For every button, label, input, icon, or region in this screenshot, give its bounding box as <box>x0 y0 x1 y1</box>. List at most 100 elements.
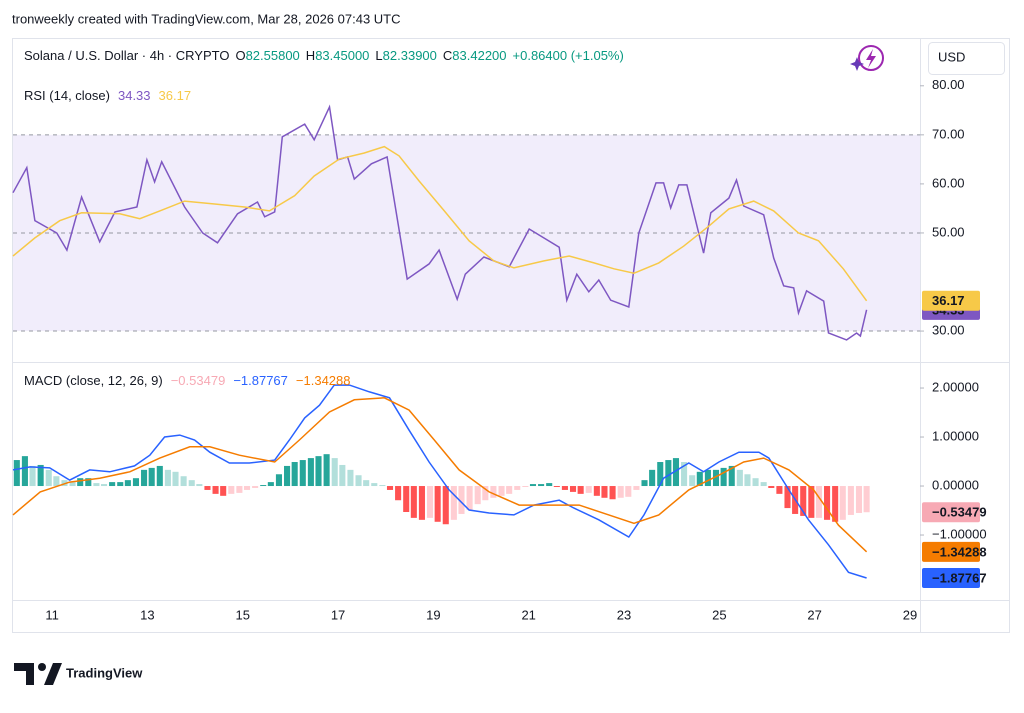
series-line <box>12 384 867 579</box>
histogram-bar <box>824 486 831 520</box>
histogram-bar <box>832 486 839 522</box>
histogram-bar <box>236 486 243 493</box>
replay-icon[interactable] <box>850 45 884 71</box>
histogram-bar <box>529 484 537 487</box>
histogram-bar <box>180 476 187 487</box>
histogram-bar <box>260 485 267 487</box>
pane-title: MACD (close, 12, 26, 9) <box>24 373 163 388</box>
legend-value: −1.87767 <box>233 373 288 388</box>
histogram-bar <box>839 486 846 520</box>
histogram-bar <box>855 486 863 513</box>
histogram-bar <box>752 478 759 487</box>
brand-logo <box>14 663 62 685</box>
histogram-bar <box>760 482 767 487</box>
histogram-bar <box>712 469 720 487</box>
x-tick-label: 19 <box>426 607 440 622</box>
histogram-bar <box>458 486 465 514</box>
price-badge <box>922 290 980 311</box>
histogram-bar <box>148 467 155 487</box>
histogram-bar <box>275 474 282 487</box>
x-tick-label: 23 <box>617 607 631 622</box>
currency: USD <box>938 49 965 64</box>
histogram-bar <box>815 486 822 518</box>
y-tick-label: 80.00 <box>932 77 965 92</box>
pane-legend: MACD (close, 12, 26, 9) −0.53479 −1.87767−… <box>24 373 351 388</box>
icon-bolt <box>866 49 876 68</box>
histogram-bar <box>323 454 330 487</box>
histogram-bar <box>418 486 425 520</box>
histogram-bar <box>307 458 314 487</box>
histogram-bar <box>117 482 124 487</box>
histogram-bar <box>379 485 386 487</box>
legend-value: −1.34288 <box>296 373 351 388</box>
histogram-bar <box>93 483 100 487</box>
y-tick-label: 50.00 <box>932 224 965 239</box>
histogram-bar <box>649 469 656 487</box>
histogram-bar <box>204 486 211 490</box>
histogram-bar <box>720 467 727 487</box>
histogram-bar <box>522 486 529 488</box>
histogram-bar <box>212 486 219 494</box>
histogram-bar <box>736 469 743 487</box>
histogram-bar <box>498 486 505 496</box>
x-tick-label: 29 <box>903 607 917 622</box>
histogram-bar <box>196 484 203 487</box>
histogram-bar <box>410 486 417 518</box>
histogram-bar <box>768 486 775 488</box>
currency-button[interactable] <box>928 42 1005 75</box>
y-tick-label: 0.00000 <box>932 477 979 492</box>
histogram-bar <box>808 486 815 518</box>
histogram-bar <box>109 482 116 487</box>
histogram-bar <box>13 460 20 487</box>
y-tick-label: 1.00000 <box>932 428 979 443</box>
histogram-bar <box>569 486 577 492</box>
histogram-bar <box>728 465 735 487</box>
histogram-bar <box>188 480 195 487</box>
histogram-bar <box>386 486 394 490</box>
price-badge-label: −1.34288 <box>932 544 987 559</box>
header: tronweekly created with TradingView.com,… <box>12 11 401 26</box>
histogram-bar <box>704 469 711 487</box>
y-tick-label: 30.00 <box>932 322 965 337</box>
histogram-bar <box>561 486 568 490</box>
histogram-bar <box>863 486 870 513</box>
pane: 80.00 70.00 60.00 50.00 30.00 RSI (14, close)… <box>12 77 980 341</box>
histogram-bar <box>482 486 489 501</box>
histogram-bar <box>681 462 688 487</box>
icon-ring <box>858 45 884 71</box>
histogram-bar <box>228 486 235 494</box>
histogram-bar <box>506 486 513 494</box>
x-tick-label: 11 <box>45 607 59 622</box>
x-tick-label: 15 <box>235 607 249 622</box>
series-line <box>12 397 868 553</box>
histogram-bar <box>267 482 274 487</box>
legend-value: 34.33 <box>118 88 151 103</box>
histogram-bar <box>315 456 322 487</box>
x-tick-label: 25 <box>712 607 726 622</box>
ohlc-label: H <box>306 48 315 63</box>
x-tick-label: 27 <box>807 607 821 622</box>
histogram-bar <box>665 460 672 487</box>
histogram-bar <box>37 464 44 487</box>
histogram-bar <box>220 486 227 496</box>
histogram-bar <box>53 476 60 487</box>
y-tick-label: −1.00000 <box>932 526 987 541</box>
histogram-bar <box>593 486 600 496</box>
histogram-bar <box>601 486 608 498</box>
histogram-bar <box>625 486 632 497</box>
histogram-bar <box>403 486 410 512</box>
histogram-bar <box>156 465 163 487</box>
histogram-bar <box>284 465 291 487</box>
brand: TradingView <box>66 665 143 680</box>
histogram-bar <box>100 484 108 487</box>
ohlc-value: 82.33900 <box>383 48 437 63</box>
histogram-bar <box>800 486 807 516</box>
symbol: Solana / U.S. Dollar · 4h · CRYPTO <box>24 48 229 63</box>
pane: 2.00000 1.00000 0.00000 −1.00000 MACD (close… <box>12 373 987 622</box>
histogram-bar <box>696 471 703 487</box>
histogram-bar <box>291 462 298 487</box>
histogram-bar <box>538 484 545 487</box>
histogram-bar <box>299 460 306 487</box>
histogram-bar <box>395 486 402 501</box>
